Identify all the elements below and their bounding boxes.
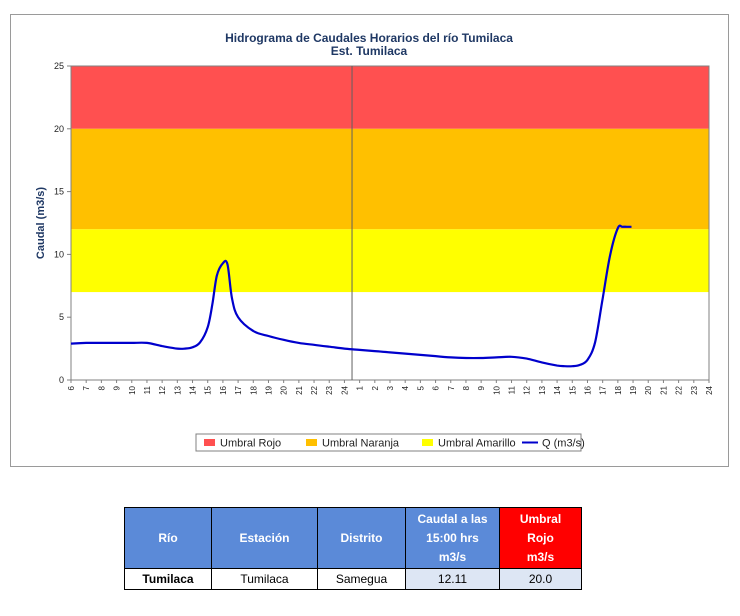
x-tick-label: 13 bbox=[173, 385, 182, 394]
x-tick-label: 4 bbox=[401, 385, 410, 390]
x-tick-label: 2 bbox=[371, 385, 380, 390]
x-tick-label: 16 bbox=[583, 385, 592, 394]
x-tick-label: 7 bbox=[447, 385, 456, 390]
table-header-row: Río Estación Distrito Caudal a las 15:00… bbox=[124, 507, 582, 569]
x-tick-label: 18 bbox=[249, 385, 258, 394]
x-tick-label: 12 bbox=[158, 385, 167, 394]
cell-caudal: 12.11 bbox=[405, 568, 500, 590]
x-tick-label: 16 bbox=[219, 385, 228, 394]
legend-swatch bbox=[422, 439, 433, 446]
legend: Umbral Rojo Umbral Naranja Umbral Amarillo… bbox=[195, 433, 585, 452]
header-caudal-line-2: 15:00 hrs bbox=[426, 530, 479, 545]
x-tick-label: 11 bbox=[143, 385, 152, 394]
y-tick-label: 25 bbox=[54, 61, 64, 71]
cell-rio: Tumilaca bbox=[124, 568, 212, 590]
header-umbral-line-2: Rojo bbox=[527, 530, 554, 545]
chart-frame: Hidrograma de Caudales Horarios del río … bbox=[10, 14, 729, 467]
header-umbral: Umbral Rojo m3/s bbox=[499, 507, 582, 569]
legend-label: Umbral Naranja bbox=[322, 438, 400, 450]
legend-label: Q (m3/s) bbox=[542, 438, 585, 450]
cell-distrito: Samegua bbox=[317, 568, 406, 590]
header-umbral-line-1: Umbral bbox=[519, 511, 562, 526]
x-tick-label: 5 bbox=[416, 385, 425, 390]
x-tick-label: 10 bbox=[492, 385, 501, 394]
x-tick-label: 7 bbox=[82, 385, 91, 390]
x-tick-label: 24 bbox=[340, 385, 349, 394]
x-tick-label: 22 bbox=[675, 385, 684, 394]
cell-estacion: Tumilaca bbox=[211, 568, 318, 590]
y-axis-ticks: 0 5 10 15 20 25 bbox=[54, 61, 71, 385]
legend-swatch bbox=[306, 439, 317, 446]
x-tick-label: 15 bbox=[204, 385, 213, 394]
header-caudal: Caudal a las 15:00 hrs m3/s bbox=[405, 507, 500, 569]
band-umbral-naranja bbox=[71, 128, 709, 230]
chart-subtitle: Est. Tumilaca bbox=[331, 44, 408, 58]
x-tick-label: 14 bbox=[189, 385, 198, 394]
x-tick-label: 12 bbox=[523, 385, 532, 394]
x-tick-label: 14 bbox=[553, 385, 562, 394]
x-tick-label: 23 bbox=[690, 385, 699, 394]
x-tick-label: 3 bbox=[386, 385, 395, 390]
x-tick-label: 8 bbox=[462, 385, 471, 390]
x-tick-label: 21 bbox=[659, 385, 668, 394]
x-tick-label: 17 bbox=[234, 385, 243, 394]
x-tick-label: 18 bbox=[614, 385, 623, 394]
y-tick-label: 15 bbox=[54, 187, 64, 197]
band-umbral-rojo bbox=[71, 66, 709, 129]
x-tick-label: 22 bbox=[310, 385, 319, 394]
x-tick-label: 13 bbox=[538, 385, 547, 394]
summary-table: Río Estación Distrito Caudal a las 15:00… bbox=[124, 507, 582, 590]
x-tick-label: 23 bbox=[325, 385, 334, 394]
header-caudal-line-3: m3/s bbox=[438, 549, 467, 564]
x-tick-label: 20 bbox=[644, 385, 653, 394]
x-tick-label: 11 bbox=[508, 385, 517, 394]
x-tick-label: 20 bbox=[280, 385, 289, 394]
chart-title: Hidrograma de Caudales Horarios del río … bbox=[225, 31, 513, 45]
series-line-q bbox=[70, 224, 632, 368]
header-estacion: Estación bbox=[211, 507, 318, 569]
x-tick-label: 6 bbox=[67, 385, 76, 390]
x-tick-label: 19 bbox=[629, 385, 638, 394]
x-tick-label: 6 bbox=[432, 385, 441, 390]
x-axis-ticks: 6 7 8 9 10 11 12 13 14 15 16 17 18 19 20 21 22 23 24 1 2 3 4 5 6… bbox=[67, 380, 714, 395]
x-tick-label: 8 bbox=[97, 385, 106, 390]
series-layer bbox=[70, 224, 632, 368]
x-tick-label: 24 bbox=[705, 385, 714, 394]
x-tick-label: 9 bbox=[113, 385, 122, 390]
x-tick-label: 19 bbox=[264, 385, 273, 394]
x-tick-label: 21 bbox=[295, 385, 304, 394]
x-tick-label: 10 bbox=[128, 385, 137, 394]
y-axis-label: Caudal (m3/s) bbox=[35, 187, 47, 259]
legend-label: Umbral Amarillo bbox=[438, 438, 516, 450]
x-tick-label: 1 bbox=[356, 385, 365, 390]
legend-label: Umbral Rojo bbox=[220, 438, 281, 450]
header-distrito: Distrito bbox=[317, 507, 406, 569]
y-tick-label: 10 bbox=[54, 249, 64, 259]
cell-umbral: 20.0 bbox=[499, 568, 582, 590]
x-tick-label: 15 bbox=[568, 385, 577, 394]
legend-swatch bbox=[204, 439, 215, 446]
x-tick-label: 17 bbox=[599, 385, 608, 394]
x-tick-label: 9 bbox=[477, 385, 486, 390]
header-caudal-line-1: Caudal a las bbox=[417, 511, 488, 526]
header-rio: Río bbox=[124, 507, 212, 569]
y-tick-label: 0 bbox=[59, 375, 64, 385]
table-row: Tumilaca Tumilaca Samegua 12.11 20.0 bbox=[124, 568, 582, 590]
band-umbral-amarillo bbox=[71, 229, 709, 293]
y-tick-label: 5 bbox=[59, 312, 64, 322]
header-umbral-line-3: m3/s bbox=[526, 549, 555, 564]
legend-box bbox=[195, 433, 582, 452]
threshold-bands bbox=[71, 66, 709, 293]
y-tick-label: 20 bbox=[54, 124, 64, 134]
hydrograph-chart: Hidrograma de Caudales Horarios del río … bbox=[35, 31, 714, 452]
